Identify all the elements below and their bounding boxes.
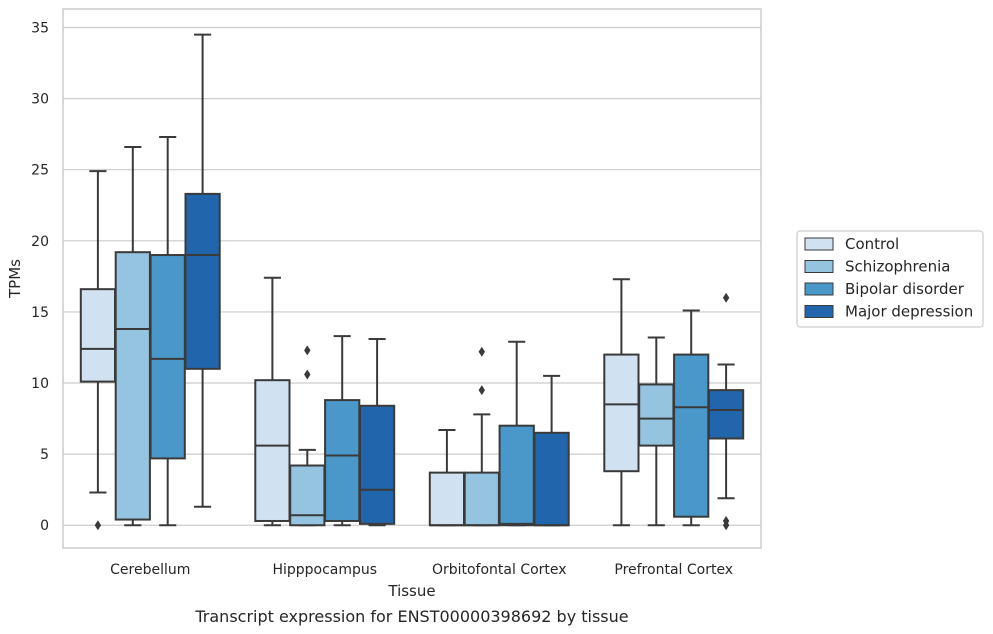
y-tick-label: 15 — [31, 305, 49, 321]
box-control — [428, 428, 466, 527]
box-body — [533, 431, 570, 527]
x-tick-label: Orbitofontal Cortex — [432, 562, 567, 578]
legend-swatch — [804, 282, 834, 296]
y-axis-ticks: 0 5 10 15 20 25 30 35 — [31, 20, 49, 534]
box-bipolar-disorder — [324, 335, 361, 527]
box-control — [79, 170, 117, 531]
legend-label: Control — [845, 235, 899, 253]
legend-swatch — [804, 237, 834, 251]
box-control — [254, 276, 291, 527]
x-tick-label: Cerebellum — [110, 562, 190, 578]
box-major-depression — [358, 337, 396, 527]
x-tick-label: Hipppocampus — [272, 562, 377, 578]
x-tick-label: Prefrontal Cortex — [614, 562, 733, 578]
outlier-point — [478, 385, 485, 396]
box-schizophrenia — [114, 145, 151, 527]
box-bipolar-disorder — [498, 340, 535, 527]
outlier-point — [304, 345, 311, 356]
box-body — [358, 404, 396, 525]
y-tick-label: 0 — [40, 518, 49, 534]
figure-caption: Transcript expression for ENST0000039869… — [194, 607, 628, 626]
box-control — [603, 278, 640, 527]
outlier-point — [94, 520, 102, 531]
y-tick-label: 30 — [31, 92, 49, 108]
legend-label: Major depression — [845, 303, 973, 321]
box-bipolar-disorder — [149, 135, 186, 527]
x-axis-ticks: Cerebellum Hipppocampus Orbitofontal Corte… — [110, 562, 733, 578]
plot-frame — [62, 8, 762, 549]
legend-swatch — [804, 260, 834, 273]
y-tick-label: 20 — [31, 234, 49, 250]
box-body — [428, 471, 466, 527]
box-body — [254, 379, 291, 522]
legend: Control Schizophrenia Bipolar disorder Majo… — [796, 230, 984, 328]
box-schizophrenia — [638, 336, 675, 527]
box-body — [603, 353, 640, 473]
y-tick-label: 25 — [31, 163, 49, 179]
box-bipolar-disorder — [673, 309, 710, 527]
legend-swatch — [804, 305, 834, 318]
legend-frame — [796, 230, 984, 328]
outlier-point — [304, 369, 311, 380]
box-major-depression — [184, 33, 221, 508]
y-tick-label: 35 — [31, 20, 49, 36]
y-axis-label: TPMs — [6, 259, 24, 299]
box-major-depression — [533, 374, 570, 527]
box-schizophrenia — [463, 346, 500, 527]
x-axis-label: Tissue — [387, 582, 435, 600]
box-major-depression — [707, 292, 745, 531]
box-body — [184, 192, 221, 370]
y-tick-label: 10 — [31, 376, 49, 392]
box-body — [707, 389, 745, 440]
box-body — [149, 254, 186, 460]
y-tick-label: 5 — [40, 447, 49, 463]
legend-label: Bipolar disorder — [845, 280, 965, 298]
outlier-point — [722, 292, 730, 303]
legend-label: Schizophrenia — [845, 258, 950, 276]
box-body — [79, 288, 117, 383]
box-body — [638, 383, 675, 447]
box-body — [673, 353, 710, 518]
box-body — [498, 424, 535, 527]
outlier-point — [722, 515, 730, 526]
box-plots — [79, 33, 745, 531]
outlier-point — [478, 346, 485, 357]
box-body — [324, 399, 361, 522]
box-body — [463, 471, 500, 527]
box-body — [114, 251, 151, 521]
